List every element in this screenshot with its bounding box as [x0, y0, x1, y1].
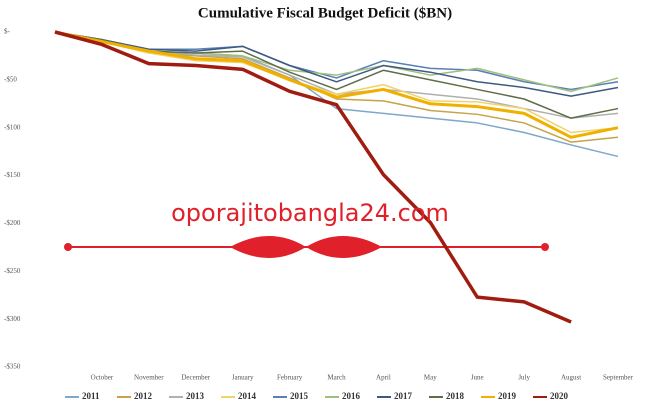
x-tick-label: March: [327, 374, 346, 382]
legend-label: 2016: [342, 391, 361, 401]
x-tick-label: October: [91, 374, 114, 382]
x-tick-label: November: [134, 374, 164, 382]
x-tick-label: July: [518, 374, 530, 382]
legend-label: 2019: [498, 391, 517, 401]
ornament-dot: [541, 243, 549, 251]
y-tick-label: -$250: [4, 267, 21, 275]
series-line: [54, 30, 572, 324]
watermark: oporajitobangla24.com: [171, 199, 449, 227]
x-tick-label: May: [424, 374, 437, 382]
x-tick-label: December: [181, 374, 210, 382]
ornament-flourish: [230, 236, 382, 258]
legend-label: 2020: [550, 391, 569, 401]
legend-label: 2017: [394, 391, 413, 401]
watermark-ornament: [64, 236, 549, 258]
ornament-dot: [64, 243, 72, 251]
y-tick-label: $-: [4, 28, 11, 36]
legend-label: 2012: [134, 391, 153, 401]
legend-label: 2013: [186, 391, 205, 401]
y-tick-label: -$150: [4, 171, 21, 179]
x-tick-label: August: [561, 374, 581, 382]
y-tick-label: -$350: [4, 363, 21, 371]
y-tick-label: -$300: [4, 315, 21, 323]
x-tick-label: February: [277, 374, 303, 382]
y-tick-label: -$100: [4, 123, 21, 131]
x-tick-label: September: [603, 374, 634, 382]
x-tick-label: June: [471, 374, 484, 382]
legend-label: 2014: [238, 391, 257, 401]
x-tick-label: January: [232, 374, 254, 382]
legend-label: 2015: [290, 391, 309, 401]
legend-label: 2011: [82, 391, 100, 401]
series-line: [54, 30, 619, 139]
legend-label: 2018: [446, 391, 465, 401]
y-tick-label: -$50: [4, 75, 17, 83]
x-tick-label: April: [376, 374, 391, 382]
chart-title: Cumulative Fiscal Budget Deficit ($BN): [198, 5, 452, 21]
series-line: [54, 31, 619, 134]
series-line: [54, 31, 619, 97]
y-tick-label: -$200: [4, 219, 21, 227]
